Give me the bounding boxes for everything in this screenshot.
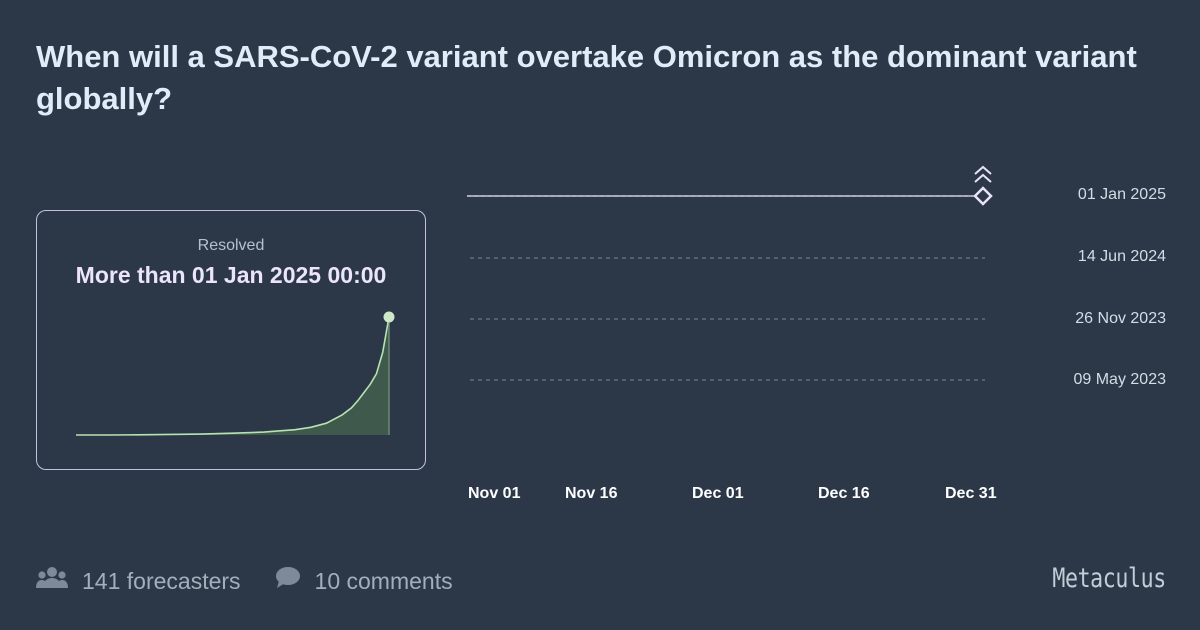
question-stats: 141 forecasters 10 comments [36, 566, 487, 596]
metaculus-logo[interactable]: Metaculus [1052, 563, 1167, 594]
comment-icon [275, 566, 301, 596]
chevron-up-icon [974, 173, 992, 183]
forecasters-stat[interactable]: 141 forecasters [36, 566, 241, 596]
x-tick-label: Nov 16 [565, 485, 618, 502]
resolution-card: Resolved More than 01 Jan 2025 00:00 [36, 210, 426, 470]
distribution-line [76, 316, 390, 436]
resolution-point [383, 311, 395, 323]
resolution-status: Resolved [197, 237, 265, 254]
y-tick-label: 01 Jan 2025 [1077, 186, 1166, 203]
y-tick-label: 14 Jun 2024 [1077, 248, 1166, 265]
resolution-value: More than 01 Jan 2025 00:00 [75, 262, 387, 288]
y-tick-label: 09 May 2023 [1073, 371, 1166, 388]
comments-stat[interactable]: 10 comments [275, 566, 453, 596]
x-tick-label: Dec 31 [945, 485, 997, 502]
y-tick-label: 26 Nov 2023 [1075, 310, 1166, 327]
users-icon [36, 566, 68, 596]
comments-count: 10 comments [314, 567, 453, 594]
x-tick-label: Dec 01 [692, 485, 744, 502]
resolution-marker [973, 186, 993, 206]
x-tick-label: Nov 01 [468, 485, 521, 502]
forecast-distribution-chart [76, 311, 395, 436]
chevron-up-icon [974, 165, 992, 175]
x-tick-label: Dec 16 [818, 485, 870, 502]
forecasters-count: 141 forecasters [82, 567, 241, 594]
question-title: When will a SARS-CoV-2 variant overtake … [36, 39, 1137, 116]
distribution-area [76, 317, 389, 435]
